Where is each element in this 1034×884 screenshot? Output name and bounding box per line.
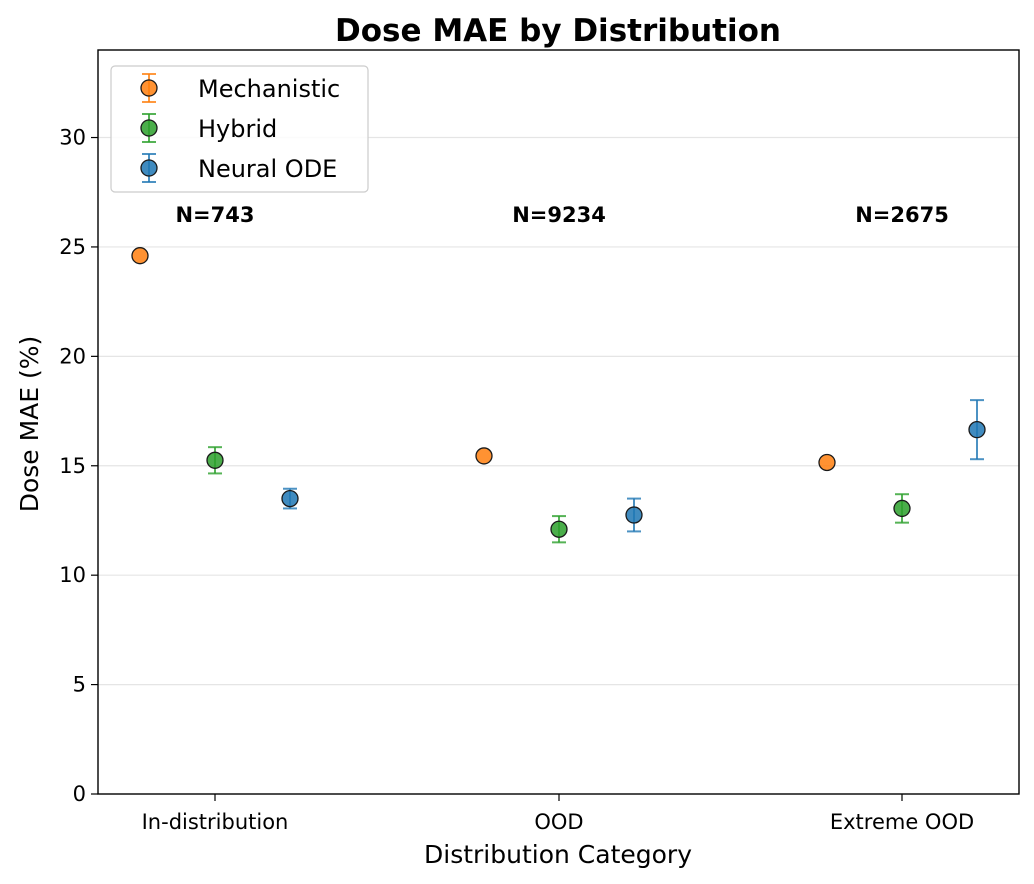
legend-label-0: Mechanistic [198,75,340,103]
x-tick-label-0: In-distribution [142,810,289,834]
point-2-0 [281,489,299,508]
legend-label-2: Neural ODE [198,155,337,183]
legend-label-1: Hybrid [198,115,277,143]
point-1-2 [893,499,911,518]
n-label-2: N=2675 [855,203,949,227]
point-2-1 [625,506,643,524]
point-1-1 [550,520,568,538]
n-label-1: N=9234 [512,203,606,227]
y-tick-label-25: 25 [59,235,86,259]
legend-marker-1 [140,119,158,137]
point-0-1 [475,447,493,465]
y-tick-label-5: 5 [73,673,86,697]
point-1-0 [206,451,224,469]
y-tick-label-30: 30 [59,126,86,150]
y-tick-label-15: 15 [59,454,86,478]
y-axis: 0 5 10 15 20 25 30 [59,126,98,806]
point-0-0 [131,247,149,265]
legend-marker-0 [140,79,158,97]
point-2-2 [968,421,986,439]
n-label-0: N=743 [175,203,254,227]
legend: Mechanistic Hybrid Neural ODE [110,65,369,193]
point-0-2 [818,453,836,472]
data-points [131,247,986,544]
chart-title: Dose MAE by Distribution [335,13,781,49]
x-axis: In-distribution OOD Extreme OOD [142,794,974,834]
x-axis-label: Distribution Category [424,840,692,869]
legend-frame [110,65,369,193]
x-tick-label-1: OOD [534,810,583,834]
y-axis-label: Dose MAE (%) [15,336,44,513]
y-tick-label-10: 10 [59,563,86,587]
y-tick-label-0: 0 [73,782,86,806]
legend-marker-2 [140,159,158,177]
y-tick-label-20: 20 [59,344,86,368]
x-tick-label-2: Extreme OOD [830,810,974,834]
sample-size-annotations: N=743 N=9234 N=2675 [175,203,948,227]
